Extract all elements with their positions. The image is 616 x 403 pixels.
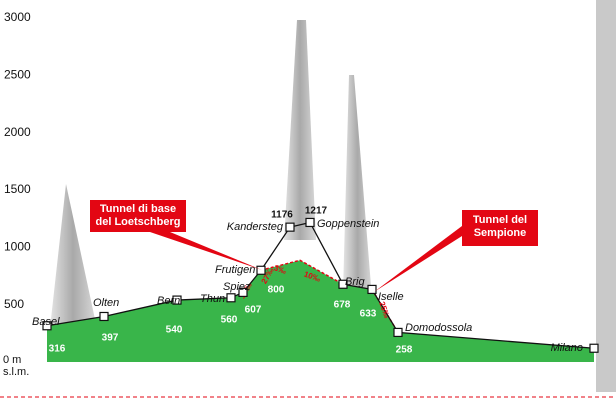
station-name: Milano	[551, 342, 583, 354]
station-marker	[172, 295, 182, 305]
station-marker	[238, 287, 248, 297]
station-elevation: 560	[221, 315, 238, 326]
mountain	[284, 20, 316, 240]
station-name: Brig	[345, 276, 365, 288]
line	[46, 221, 595, 349]
station-marker	[305, 217, 315, 228]
station-marker	[99, 311, 109, 322]
y-tick-label: 1000	[4, 240, 31, 254]
station-marker	[338, 279, 348, 289]
tunnel-line	[260, 259, 344, 285]
station-name: Basel	[32, 316, 60, 328]
station-marker	[226, 293, 236, 303]
station-elevation: 316	[49, 344, 66, 355]
station-marker	[367, 284, 377, 295]
station-name: Iselle	[378, 291, 404, 303]
station-name: Kandersteg	[227, 221, 284, 233]
station-marker	[393, 327, 403, 338]
y-tick-label: 2000	[4, 125, 31, 139]
station-elevation: 678	[334, 300, 351, 311]
y-tick-label: 1500	[4, 182, 31, 196]
mountain	[50, 184, 96, 328]
station-elevation: 1217	[305, 206, 328, 217]
y-tick-label: 2500	[4, 68, 31, 82]
callout-box	[374, 210, 538, 292]
callout-box	[90, 200, 262, 270]
route-area	[47, 260, 594, 362]
station-name: Thun	[200, 293, 225, 305]
station-marker	[256, 265, 266, 275]
station-elevation: 800	[268, 285, 285, 296]
station-name: Olten	[93, 297, 119, 309]
station-elevation: 397	[102, 333, 119, 344]
callout-text: Tunnel di base del Loetschberg	[96, 203, 181, 228]
station-name: Frutigen	[215, 264, 255, 276]
y-tick-label: 3000	[4, 10, 31, 24]
gradient-label: 3‰	[273, 263, 288, 276]
station-elevation: 258	[396, 345, 413, 356]
station-name: Goppenstein	[317, 218, 379, 230]
station-elevation: 540	[166, 325, 183, 336]
station-marker	[42, 321, 52, 331]
y-tick-label: 0 m s.l.m.	[3, 354, 30, 378]
mountain	[343, 75, 372, 298]
station-marker	[285, 222, 295, 232]
side-strip	[596, 0, 616, 392]
station-elevation: 633	[360, 309, 377, 320]
station-marker	[589, 343, 599, 353]
station-name: Spiez	[223, 281, 251, 293]
station-name: Domodossola	[405, 322, 472, 334]
plot: 15‰27‰3‰10‰25‰Basel316Olten397Bern540Thu…	[32, 206, 599, 379]
station-elevation: 607	[245, 305, 262, 316]
callout-text: Tunnel del Sempione	[473, 214, 527, 239]
station-name: Bern	[157, 295, 180, 307]
y-tick-label: 500	[4, 297, 24, 311]
station-elevation: 1176	[271, 210, 293, 221]
station-elevation: 120	[579, 368, 596, 379]
